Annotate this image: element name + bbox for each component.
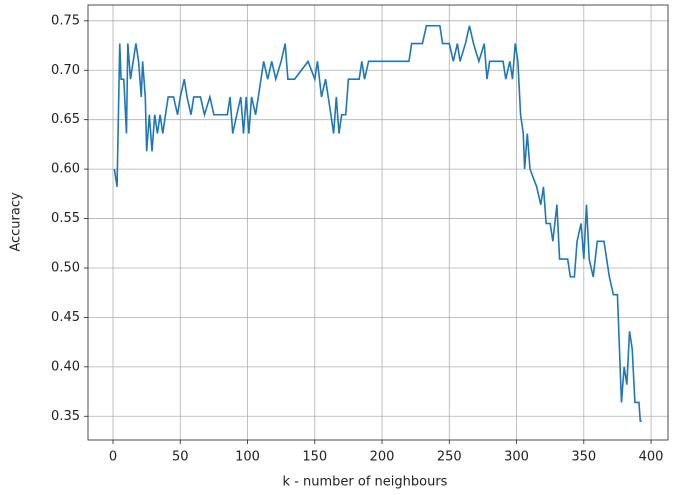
y-tick-label: 0.45 <box>51 310 80 325</box>
y-tick-label: 0.65 <box>51 112 80 127</box>
y-tick-label: 0.35 <box>51 409 80 424</box>
x-tick-label: 100 <box>235 450 260 465</box>
y-tick-label: 0.50 <box>51 260 80 275</box>
y-tick-label: 0.40 <box>51 359 80 374</box>
y-tick-label: 0.55 <box>51 211 80 226</box>
x-tick-label: 400 <box>639 450 664 465</box>
x-tick-label: 350 <box>571 450 596 465</box>
x-tick-label: 200 <box>370 450 395 465</box>
data-line <box>113 24 642 423</box>
x-tick-label: 300 <box>504 450 529 465</box>
x-tick-label: 50 <box>172 450 189 465</box>
x-tick-label: 250 <box>437 450 462 465</box>
x-tick-label: 0 <box>109 450 117 465</box>
x-tick-label: 150 <box>302 450 327 465</box>
plot-frame <box>87 4 669 441</box>
y-axis-label: Accuracy <box>9 192 24 252</box>
x-axis-label: k - number of neighbours <box>283 475 448 490</box>
y-tick-label: 0.75 <box>51 13 80 28</box>
y-tick-label: 0.60 <box>51 162 80 177</box>
y-tick-label: 0.70 <box>51 63 80 78</box>
